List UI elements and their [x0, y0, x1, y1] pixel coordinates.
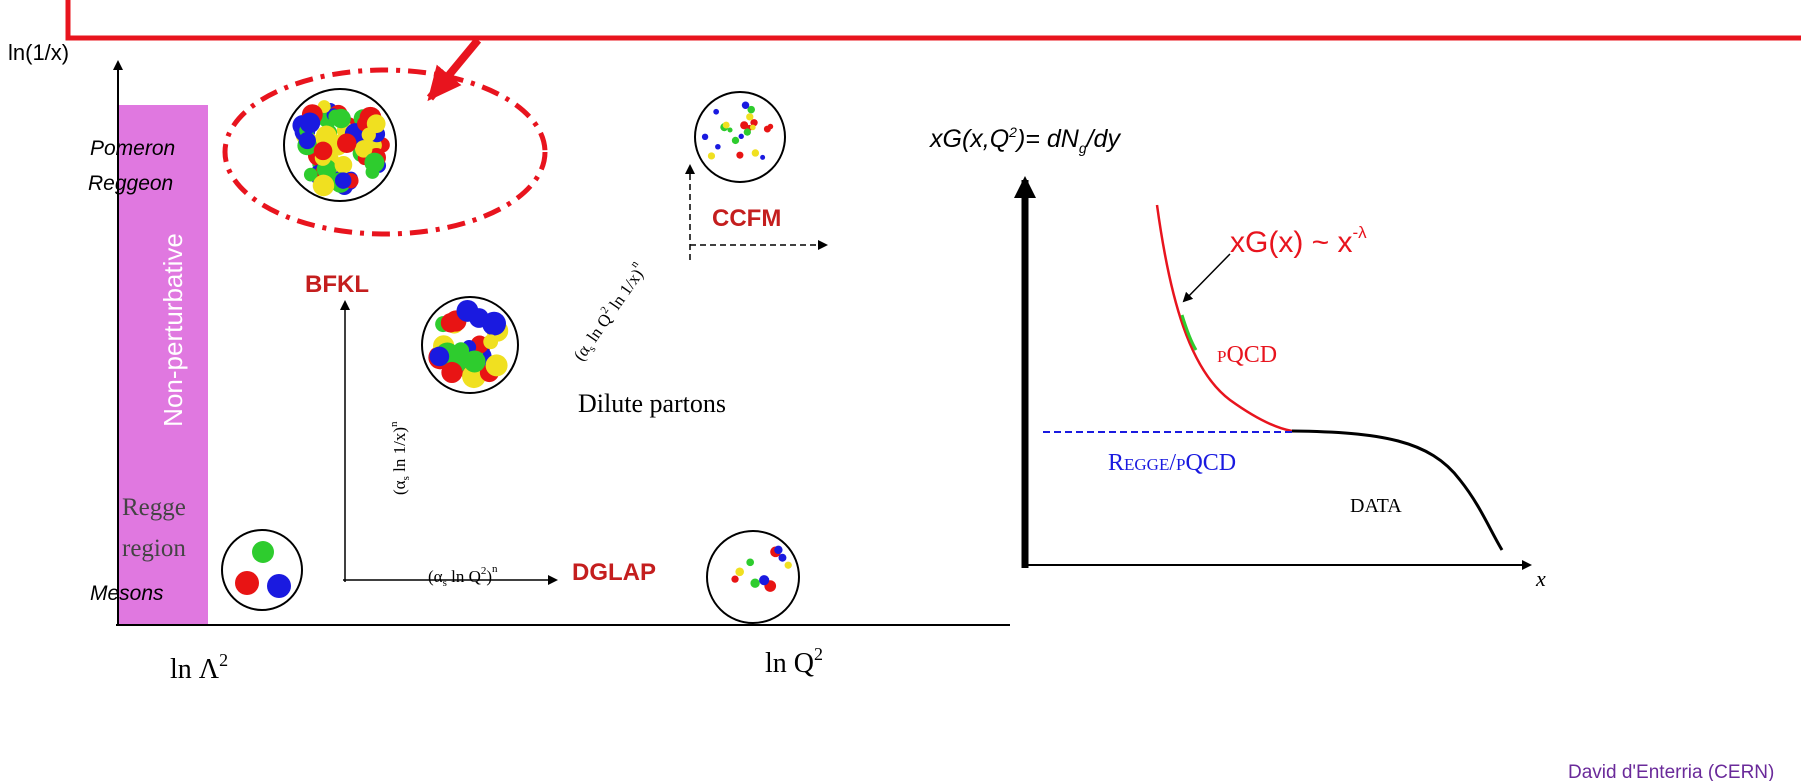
f: ln Λ: [170, 654, 220, 685]
dilute-label: Dilute partons: [578, 389, 726, 418]
mesons-label: Mesons: [90, 582, 164, 605]
bfkl-label: BFKL: [305, 271, 369, 298]
parton: [715, 144, 721, 150]
f: 1/x: [390, 432, 409, 454]
parton: [735, 567, 744, 576]
f: ln Q: [581, 310, 616, 349]
f: n: [492, 563, 498, 575]
f: (α: [390, 480, 409, 495]
parton: [482, 312, 506, 336]
parton: [742, 101, 749, 108]
pointer-arrow: [1184, 254, 1230, 301]
f: ln: [390, 454, 409, 476]
parton: [723, 122, 730, 129]
parton: [785, 562, 792, 569]
x-label-lambda: ln Λ2: [170, 650, 228, 685]
parton: [364, 153, 384, 173]
parton: [332, 109, 351, 128]
data-label: DATA: [1350, 495, 1402, 517]
f: g: [1079, 140, 1087, 156]
f: ln Q: [447, 567, 481, 586]
f: xG(x) ~ x: [1230, 226, 1353, 259]
blob-outline: [707, 531, 799, 623]
highlight-arrow: [430, 40, 478, 98]
parton: [441, 362, 462, 383]
parton: [752, 149, 759, 156]
f: /dy: [1085, 125, 1122, 153]
ccfm-formula: (αs ln Q2 ln 1/x)n: [566, 258, 652, 366]
slide: Non-perturbative ln(1/x) Pomeron Reggeon…: [0, 0, 1801, 781]
parton: [750, 579, 759, 588]
f: ln Q: [765, 648, 814, 679]
parton: [267, 574, 291, 598]
pomeron-label: Pomeron: [90, 137, 175, 160]
parton: [739, 134, 744, 139]
f: 2: [814, 644, 823, 664]
f: 2: [1008, 124, 1017, 140]
parton: [732, 137, 739, 144]
bfkl-formula: (αs ln 1/x)n: [388, 421, 412, 495]
parton: [335, 172, 351, 188]
region-label: region: [122, 535, 186, 562]
parton: [313, 175, 335, 197]
regge-pqcd-label: Regge/pQCD: [1108, 450, 1236, 476]
regge-label: Regge: [122, 494, 186, 521]
parton: [764, 126, 771, 133]
parton: [708, 152, 715, 159]
y-axis-label: ln(1/x): [8, 40, 69, 65]
credit: David d'Enterria (CERN): [1568, 762, 1774, 781]
parton: [335, 156, 353, 174]
parton: [337, 133, 356, 152]
parton: [702, 134, 708, 140]
parton: [778, 554, 786, 562]
parton: [235, 571, 259, 595]
parton: [774, 546, 782, 554]
power-law: xG(x) ~ x-λ: [1230, 223, 1367, 259]
parton: [486, 354, 508, 376]
parton: [314, 142, 333, 161]
parton: [430, 347, 450, 367]
f: n: [388, 421, 400, 427]
parton: [727, 127, 732, 132]
right-x-label: x: [1535, 566, 1546, 591]
parton: [367, 114, 386, 133]
parton: [746, 113, 753, 120]
dglap-label: DGLAP: [572, 559, 656, 586]
gluon-formula: xG(x,Q2)= dNg/dy: [929, 124, 1121, 156]
reggeon-label: Reggeon: [88, 172, 173, 195]
parton: [744, 128, 751, 135]
f: 2: [219, 650, 228, 670]
parton: [759, 575, 769, 585]
parton: [750, 125, 756, 131]
parton: [760, 155, 765, 160]
parton: [736, 152, 743, 159]
f: xG(x,Q: [929, 125, 1009, 153]
x-label-q: ln Q2: [765, 644, 823, 679]
f: -λ: [1353, 223, 1368, 242]
dglap-formula: (αs ln Q2)n: [428, 563, 498, 589]
parton: [746, 559, 754, 567]
parton-blobs: [222, 89, 799, 623]
parton: [731, 576, 738, 583]
parton: [300, 112, 321, 133]
parton: [457, 300, 479, 322]
f: (α: [428, 567, 443, 586]
data-curve: [1292, 431, 1502, 550]
f: )= dN: [1014, 125, 1080, 153]
parton: [299, 132, 316, 149]
parton: [464, 350, 486, 372]
parton: [740, 121, 748, 129]
parton: [483, 334, 498, 349]
ccfm-label: CCFM: [712, 205, 781, 232]
parton: [252, 541, 274, 563]
pqcd-label: pQCD: [1217, 342, 1277, 368]
highlight-box: [68, 0, 1801, 38]
parton: [441, 313, 460, 332]
band-label: Non-perturbative: [158, 233, 188, 427]
parton: [713, 109, 719, 115]
